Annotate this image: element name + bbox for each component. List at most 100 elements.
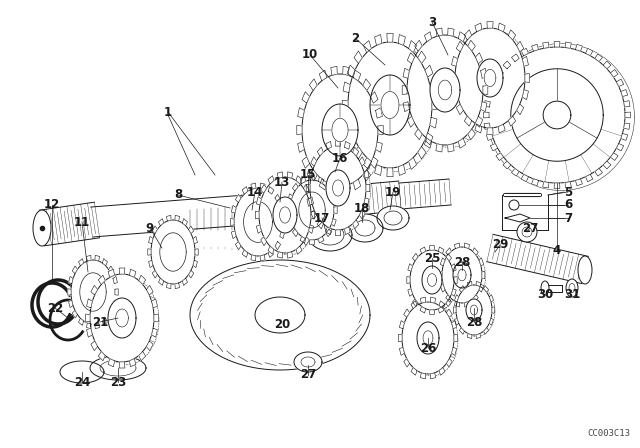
Polygon shape — [412, 38, 488, 147]
Polygon shape — [68, 276, 73, 284]
Polygon shape — [406, 304, 458, 376]
Polygon shape — [451, 73, 455, 82]
Polygon shape — [475, 124, 482, 133]
Polygon shape — [353, 179, 361, 190]
Polygon shape — [408, 41, 417, 52]
Polygon shape — [453, 262, 471, 288]
Polygon shape — [399, 334, 402, 341]
Polygon shape — [398, 34, 405, 45]
Polygon shape — [399, 179, 451, 209]
Polygon shape — [303, 185, 309, 193]
Polygon shape — [407, 35, 483, 145]
Polygon shape — [532, 44, 538, 51]
Polygon shape — [190, 260, 370, 370]
Polygon shape — [95, 323, 100, 329]
Polygon shape — [234, 188, 282, 256]
Polygon shape — [237, 190, 285, 258]
Polygon shape — [477, 59, 503, 97]
Polygon shape — [621, 134, 628, 140]
Polygon shape — [151, 220, 195, 284]
Polygon shape — [511, 168, 519, 176]
Polygon shape — [543, 182, 549, 188]
Polygon shape — [424, 32, 432, 42]
Polygon shape — [521, 174, 529, 182]
Polygon shape — [268, 246, 274, 254]
Polygon shape — [242, 186, 248, 194]
Text: 3: 3 — [428, 16, 436, 29]
Polygon shape — [496, 153, 504, 160]
Polygon shape — [470, 305, 477, 315]
Polygon shape — [129, 269, 136, 277]
Polygon shape — [275, 194, 280, 202]
Polygon shape — [288, 194, 292, 201]
Polygon shape — [430, 373, 436, 379]
Polygon shape — [451, 289, 456, 296]
Polygon shape — [359, 210, 365, 219]
Polygon shape — [464, 116, 472, 126]
Polygon shape — [293, 181, 337, 241]
Text: 28: 28 — [466, 315, 482, 328]
Polygon shape — [108, 359, 115, 367]
Polygon shape — [353, 220, 359, 229]
Polygon shape — [364, 157, 371, 169]
Polygon shape — [404, 309, 410, 317]
Polygon shape — [307, 198, 312, 207]
Polygon shape — [408, 264, 413, 271]
Polygon shape — [603, 61, 611, 69]
Polygon shape — [189, 270, 194, 278]
Polygon shape — [159, 219, 164, 226]
Polygon shape — [456, 285, 492, 335]
Polygon shape — [326, 227, 332, 235]
Polygon shape — [292, 183, 298, 191]
Polygon shape — [425, 133, 433, 145]
Polygon shape — [543, 42, 549, 48]
Circle shape — [517, 222, 537, 242]
Polygon shape — [152, 299, 157, 308]
Polygon shape — [456, 104, 463, 115]
Polygon shape — [378, 125, 383, 134]
Polygon shape — [436, 144, 442, 152]
Polygon shape — [95, 255, 100, 261]
Polygon shape — [484, 123, 490, 129]
Polygon shape — [476, 116, 483, 127]
Polygon shape — [418, 146, 426, 159]
Text: 14: 14 — [247, 185, 263, 198]
Polygon shape — [424, 138, 432, 148]
Polygon shape — [109, 266, 114, 274]
Polygon shape — [119, 268, 125, 274]
Polygon shape — [287, 252, 292, 258]
Polygon shape — [454, 295, 459, 302]
Polygon shape — [314, 148, 371, 232]
Polygon shape — [498, 23, 505, 32]
Polygon shape — [72, 310, 77, 318]
Polygon shape — [371, 92, 378, 103]
Polygon shape — [175, 283, 180, 289]
Polygon shape — [489, 47, 625, 183]
Polygon shape — [370, 75, 410, 135]
Polygon shape — [355, 46, 439, 172]
Polygon shape — [483, 86, 488, 95]
Polygon shape — [374, 165, 382, 176]
Polygon shape — [422, 266, 442, 294]
Polygon shape — [525, 73, 529, 82]
Polygon shape — [446, 299, 452, 307]
Polygon shape — [554, 183, 560, 188]
Polygon shape — [317, 220, 323, 229]
Polygon shape — [147, 285, 153, 295]
Polygon shape — [297, 125, 302, 134]
Polygon shape — [347, 214, 383, 242]
Polygon shape — [508, 30, 516, 40]
Polygon shape — [408, 289, 413, 296]
Polygon shape — [381, 91, 399, 119]
Text: 27: 27 — [300, 369, 316, 382]
Polygon shape — [155, 222, 199, 286]
Polygon shape — [288, 219, 292, 226]
Polygon shape — [268, 176, 274, 184]
Polygon shape — [334, 207, 337, 213]
Polygon shape — [342, 100, 348, 110]
Polygon shape — [331, 66, 337, 75]
Polygon shape — [476, 53, 483, 64]
Polygon shape — [308, 197, 314, 205]
Polygon shape — [263, 179, 315, 255]
Polygon shape — [160, 233, 186, 271]
